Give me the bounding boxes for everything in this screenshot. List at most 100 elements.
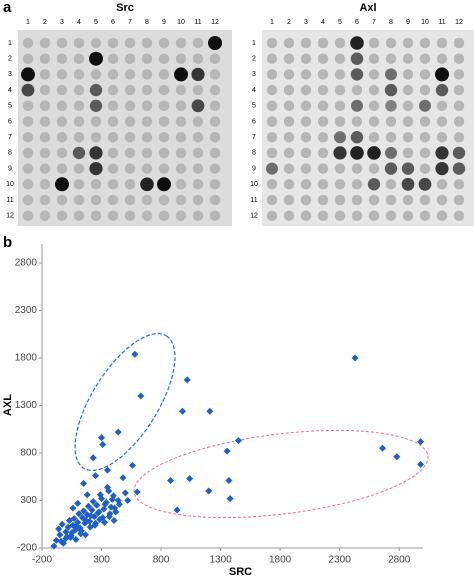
- blot-spot: [368, 53, 380, 64]
- blot-spot: [73, 194, 85, 206]
- blot-spot: [73, 163, 85, 174]
- data-point: [77, 530, 85, 538]
- blot-spot: [56, 147, 68, 159]
- blot-spot: [39, 131, 51, 143]
- blot-spot: [22, 53, 34, 64]
- blot-spot: [107, 179, 119, 190]
- blot-spot: [208, 36, 222, 50]
- blot-spot: [266, 69, 278, 80]
- data-point: [225, 477, 233, 485]
- column-label: 2: [43, 19, 47, 26]
- data-point: [417, 460, 425, 468]
- blot-spot: [266, 210, 278, 221]
- blot-spot: [55, 177, 69, 192]
- column-label: 9: [406, 19, 410, 26]
- blot-spot: [192, 84, 204, 96]
- blot-spot: [283, 53, 295, 64]
- x-axis-label: SRC: [229, 566, 252, 578]
- blot-spot: [283, 163, 295, 174]
- blot-spot: [39, 194, 51, 206]
- row-label: 9: [252, 165, 256, 172]
- blot-spot: [107, 147, 119, 159]
- blot-spot: [39, 69, 51, 80]
- blot-spot: [368, 116, 380, 127]
- data-point: [96, 516, 104, 523]
- blot-spot: [107, 131, 119, 143]
- y-tick-label: 1800: [15, 353, 38, 364]
- y-tick-label: 800: [20, 448, 37, 459]
- row-label: 5: [8, 103, 12, 110]
- data-point: [80, 507, 88, 515]
- row-label: 11: [6, 197, 13, 204]
- data-point: [223, 447, 231, 455]
- blot-spot: [56, 84, 68, 96]
- blot-spot: [56, 100, 68, 112]
- blot-spot: [367, 178, 381, 191]
- blot-spot: [191, 67, 205, 81]
- blot-spot: [385, 100, 397, 112]
- data-point: [178, 407, 186, 415]
- row-label: 1: [252, 40, 256, 47]
- blot-spot: [385, 210, 397, 221]
- blot-spot: [209, 179, 221, 190]
- blot-spot: [124, 116, 136, 127]
- blot-spot: [158, 131, 170, 143]
- blot-spot: [351, 210, 363, 221]
- blot-spot: [368, 37, 380, 49]
- data-point: [114, 428, 122, 436]
- column-label: 1: [270, 19, 274, 26]
- row-label: 2: [252, 56, 256, 63]
- data-point: [58, 520, 66, 528]
- blot-spot: [192, 210, 204, 221]
- blot-spot: [385, 146, 397, 159]
- data-point: [226, 495, 234, 503]
- blot-spot: [368, 69, 380, 80]
- blot-spot: [435, 146, 449, 160]
- blot-spot: [350, 146, 364, 160]
- blot-spot: [419, 99, 431, 112]
- blot-spot: [453, 210, 465, 221]
- data-point: [50, 542, 58, 550]
- blot-spot: [192, 179, 204, 190]
- blot-spot: [334, 194, 346, 206]
- blot-spot: [419, 163, 431, 174]
- column-label: 4: [321, 19, 325, 26]
- row-label: 8: [8, 150, 12, 157]
- panel-label: b: [3, 234, 12, 251]
- data-point: [93, 501, 101, 509]
- blot-spot: [351, 194, 363, 206]
- row-label: 3: [252, 71, 256, 78]
- blot-spot: [141, 100, 153, 112]
- data-point: [103, 483, 111, 491]
- blot-spot: [368, 163, 380, 174]
- blot-spot: [124, 179, 136, 190]
- blot-spot: [283, 116, 295, 127]
- blot-spot: [367, 146, 381, 160]
- blot-spot: [56, 69, 68, 80]
- blot-spot: [401, 177, 415, 191]
- blot-spot: [300, 53, 312, 64]
- blot-spot: [402, 37, 414, 49]
- data-point: [110, 516, 118, 524]
- row-label: 4: [252, 87, 256, 94]
- blot-spot: [436, 179, 448, 190]
- blot-spot: [209, 147, 221, 159]
- row-label: 8: [252, 150, 256, 157]
- data-point: [101, 500, 109, 508]
- blot-spot: [317, 116, 329, 127]
- blot-spot: [157, 177, 171, 192]
- blot-spot: [419, 210, 431, 221]
- column-label: 11: [194, 19, 201, 26]
- blot-spot: [175, 210, 187, 221]
- blot-spot: [418, 177, 432, 191]
- blot-spot: [174, 67, 188, 82]
- blot-spot: [107, 53, 119, 64]
- blot-spot: [175, 116, 187, 127]
- row-label: 12: [6, 213, 14, 220]
- blot-spot: [107, 84, 119, 96]
- blot-spot: [89, 83, 103, 97]
- blot-spot: [402, 100, 414, 112]
- blot-spot: [141, 147, 153, 159]
- blot-spot: [300, 84, 312, 96]
- blot-spot: [419, 37, 431, 49]
